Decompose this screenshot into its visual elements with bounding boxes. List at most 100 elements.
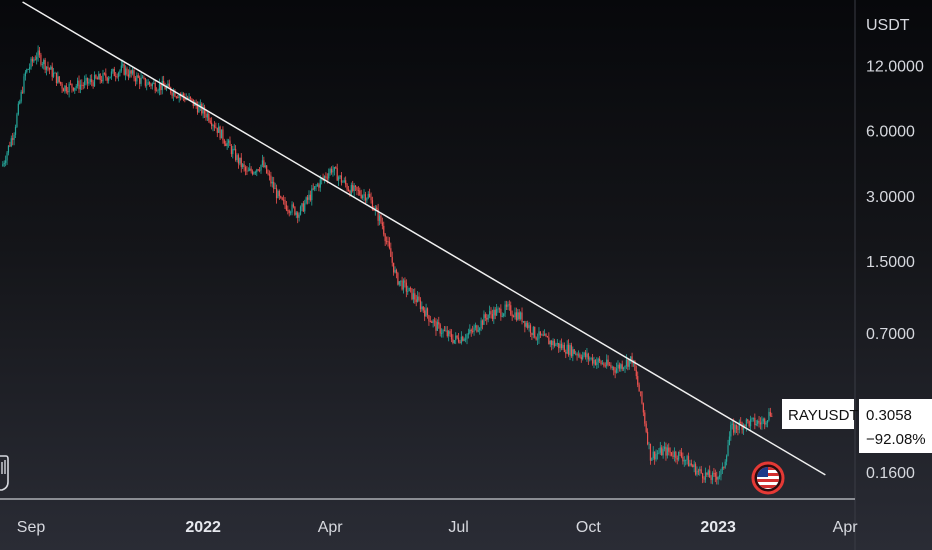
candle-body <box>601 363 604 365</box>
candle-body <box>675 451 677 459</box>
candle-body <box>304 203 306 212</box>
candle-body <box>670 452 673 456</box>
candle-body <box>335 167 337 169</box>
candle-body <box>608 364 611 366</box>
candle-body <box>244 166 247 171</box>
candle-body <box>133 70 135 79</box>
candle-body <box>65 85 67 92</box>
candle-body <box>81 84 83 86</box>
candle-body <box>450 333 453 340</box>
candle-body <box>496 309 498 316</box>
candle-body <box>720 469 722 476</box>
candle-body <box>167 83 169 87</box>
candle-body <box>232 149 234 155</box>
candle-body <box>137 75 139 78</box>
candle-body <box>522 321 525 322</box>
candle-body <box>280 196 282 198</box>
candle-body <box>156 90 158 92</box>
candle-body <box>146 84 148 86</box>
candle-body <box>652 451 654 459</box>
candle-body <box>738 421 740 430</box>
candle-body <box>141 77 144 79</box>
candle-body <box>737 429 739 430</box>
candle-body <box>67 91 69 93</box>
candle-body <box>587 353 589 360</box>
candle-body <box>469 329 471 334</box>
candle-body <box>697 470 699 472</box>
candle-body <box>312 188 314 190</box>
candle-body <box>242 164 244 168</box>
candle-body <box>567 344 570 355</box>
candle-body <box>181 93 183 96</box>
candle-body <box>747 419 749 421</box>
time-axis[interactable]: Sep 2022 Apr Jul Oct 2023 Apr <box>17 519 858 536</box>
candle-body <box>611 367 613 368</box>
candle-body <box>411 288 413 300</box>
candle-body <box>172 91 175 96</box>
candle-body <box>373 209 375 211</box>
candle-body <box>549 340 551 345</box>
candle-body <box>481 320 484 325</box>
candle-body <box>476 325 478 332</box>
candle-body <box>353 185 355 191</box>
candle-body <box>435 320 437 331</box>
candle-body <box>584 352 587 358</box>
candle-body <box>505 304 508 307</box>
candle-body <box>208 113 210 121</box>
candle-body <box>302 203 304 212</box>
candle-body <box>625 359 628 367</box>
candle-body <box>123 64 125 75</box>
candle-body <box>51 66 53 77</box>
candle-body <box>338 177 340 181</box>
candle-body <box>318 184 320 188</box>
candle-body <box>249 168 251 171</box>
trendline[interactable] <box>22 1 826 476</box>
candle-body <box>119 70 121 73</box>
candle-body <box>50 66 52 70</box>
candle-body <box>78 80 80 90</box>
candle-body <box>157 90 159 92</box>
candle-body <box>271 181 273 184</box>
candle-body <box>744 424 746 427</box>
candle-body <box>333 167 335 171</box>
candle-body <box>436 322 438 331</box>
candle-body <box>99 74 101 81</box>
candle-body <box>170 87 172 93</box>
candle-body <box>545 334 547 337</box>
hand-icon[interactable] <box>0 455 9 491</box>
candle-body <box>251 171 254 175</box>
candle-body <box>443 330 446 331</box>
candle-body <box>409 287 412 289</box>
candle-body <box>580 357 582 360</box>
candle-body <box>235 148 237 161</box>
candle-body <box>575 353 577 355</box>
candle-body <box>151 83 153 87</box>
candle-body <box>479 328 481 331</box>
candle-body <box>462 336 464 341</box>
candle-body <box>498 308 501 310</box>
candle-body <box>284 200 286 206</box>
candle-body <box>714 472 716 477</box>
candle-body <box>432 320 434 323</box>
candle-body <box>98 74 100 80</box>
candle-body <box>120 65 122 71</box>
candle-body <box>198 105 200 113</box>
price-axis[interactable]: 12.0000 6.0000 3.0000 1.5000 0.7000 0.1600 <box>866 58 924 482</box>
candle-body <box>404 280 406 283</box>
candle-body <box>189 96 192 99</box>
candle-body <box>644 412 646 424</box>
us-flag-icon[interactable] <box>751 461 785 495</box>
time-axis-tick: Sep <box>17 519 46 536</box>
candle-body <box>363 194 365 196</box>
candle-body <box>160 84 162 91</box>
candle-body <box>31 58 34 62</box>
candle-body <box>762 418 764 422</box>
candle-body <box>552 340 554 346</box>
candle-body <box>504 304 506 314</box>
candle-body <box>631 356 633 364</box>
candle-body <box>648 443 650 445</box>
candle-body <box>558 342 560 349</box>
candle-body <box>364 194 367 201</box>
candle-body <box>154 82 156 91</box>
